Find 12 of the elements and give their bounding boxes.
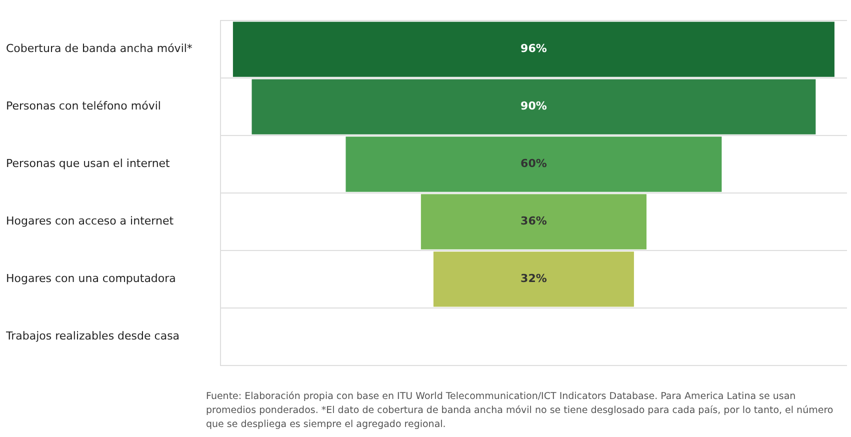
category-label: Cobertura de banda ancha móvil* <box>6 42 193 56</box>
source-note: Fuente: Elaboración propia con base en ITU World Telecommunication/ICT Indicators Database. Para America Latina se usan promedios ponderados. *El dato de cobertura de banda ancha móvil no se tiene desglosado para cada país, por lo tanto, el número que se despliega es siempre el agregado regional. <box>206 390 834 432</box>
category-label: Personas que usan el internet <box>6 157 171 170</box>
data-label: 36% <box>520 214 547 228</box>
data-label: 90% <box>520 100 547 113</box>
category-label: Personas con teléfono móvil <box>6 100 161 113</box>
category-label: Hogares con acceso a internet <box>6 214 174 228</box>
category-label: Hogares con una computadora <box>6 272 176 286</box>
category-label: Trabajos realizables desde casa <box>5 330 180 343</box>
data-label: 96% <box>520 42 547 56</box>
data-label: 32% <box>520 272 547 286</box>
data-label: 60% <box>520 157 547 170</box>
